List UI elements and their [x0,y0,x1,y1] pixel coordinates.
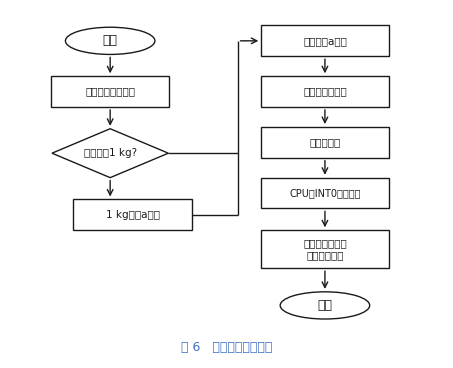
Text: 返回: 返回 [318,299,333,312]
FancyBboxPatch shape [261,127,389,158]
Ellipse shape [280,292,370,319]
Polygon shape [52,129,169,178]
Text: 中断初始化: 中断初始化 [309,137,341,147]
Text: 空载小于1 kg?: 空载小于1 kg? [84,148,137,158]
FancyBboxPatch shape [261,178,389,208]
FancyBboxPatch shape [261,25,389,56]
FancyBboxPatch shape [51,76,169,107]
FancyBboxPatch shape [261,76,389,107]
Text: 图 6   系统主程序流程图: 图 6 系统主程序流程图 [181,342,272,354]
Text: 调用显示子程序
（等待中断）: 调用显示子程序 （等待中断） [303,238,347,260]
FancyBboxPatch shape [73,199,192,230]
Text: CPU、INT0开放中断: CPU、INT0开放中断 [289,188,361,198]
Text: 调数据采集子程序: 调数据采集子程序 [85,86,135,96]
FancyBboxPatch shape [261,230,389,268]
Text: 采样值送a单位: 采样值送a单位 [303,36,347,46]
Text: 开始: 开始 [103,34,118,47]
Text: 存储关门门限值: 存储关门门限值 [303,86,347,96]
Ellipse shape [65,27,155,54]
Text: 1 kg值送a单位: 1 kg值送a单位 [106,210,159,220]
